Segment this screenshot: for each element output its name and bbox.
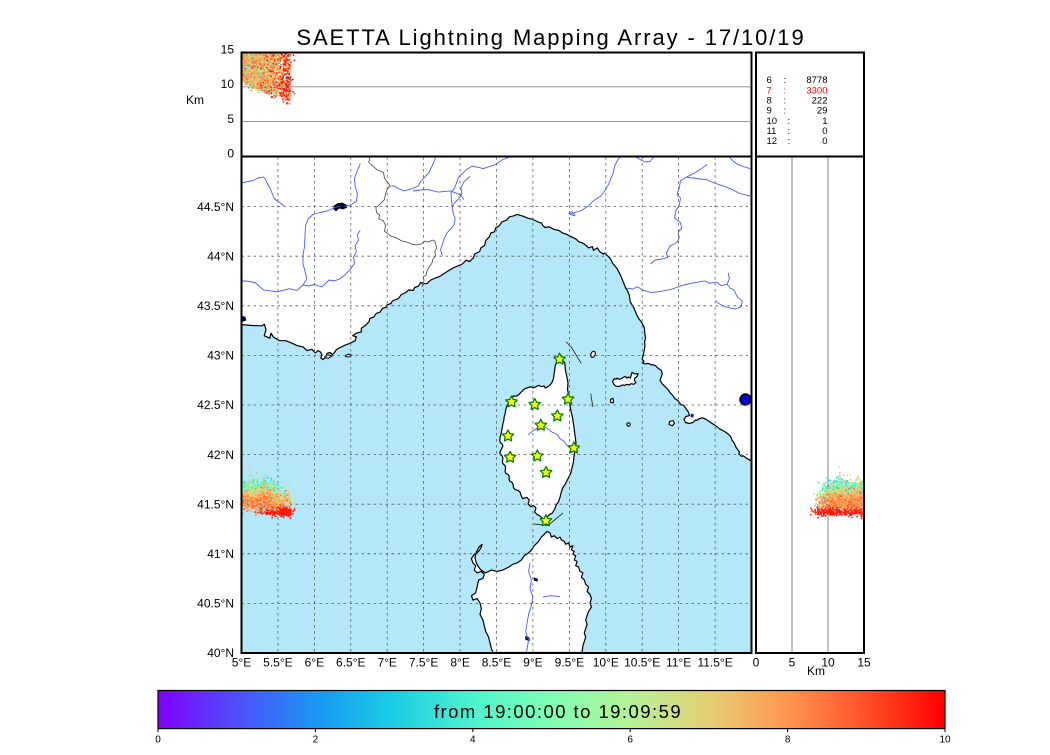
svg-text::: :	[784, 106, 787, 117]
svg-text::: :	[784, 85, 787, 96]
svg-text:0: 0	[155, 735, 161, 746]
svg-text:0: 0	[227, 147, 234, 161]
svg-text:10: 10	[939, 735, 951, 746]
svg-text:0: 0	[822, 136, 827, 147]
svg-text:7°E: 7°E	[377, 656, 396, 670]
svg-text:Km: Km	[807, 664, 825, 678]
svg-text:5: 5	[227, 112, 234, 126]
svg-text:11.5°E: 11.5°E	[697, 656, 732, 670]
svg-text:1: 1	[822, 116, 827, 127]
svg-text:42.5°N: 42.5°N	[197, 398, 234, 412]
svg-text:43.5°N: 43.5°N	[197, 299, 234, 313]
svg-text:29: 29	[817, 106, 828, 117]
svg-text:5: 5	[789, 656, 796, 670]
svg-text:9.5°E: 9.5°E	[555, 656, 584, 670]
svg-text:42°N: 42°N	[207, 448, 234, 462]
svg-text:8.5°E: 8.5°E	[482, 656, 511, 670]
svg-text:10: 10	[221, 77, 235, 91]
svg-text:6: 6	[767, 75, 772, 86]
svg-text:9: 9	[767, 106, 772, 117]
svg-text:222: 222	[812, 96, 828, 107]
svg-text:7: 7	[767, 85, 772, 96]
svg-text:SAETTA Lightning Mapping Array: SAETTA Lightning Mapping Array - 17/10/1…	[296, 25, 805, 50]
svg-text:0: 0	[753, 656, 760, 670]
svg-text:4: 4	[470, 735, 476, 746]
svg-text:7.5°E: 7.5°E	[409, 656, 438, 670]
svg-text::: :	[788, 116, 791, 127]
svg-text:0: 0	[822, 126, 827, 137]
svg-text:10: 10	[767, 116, 778, 127]
svg-text:44°N: 44°N	[207, 249, 234, 263]
svg-text::: :	[784, 75, 787, 86]
svg-text:10°E: 10°E	[593, 656, 619, 670]
svg-text:11°E: 11°E	[666, 656, 691, 670]
svg-text:40.5°N: 40.5°N	[197, 597, 234, 611]
svg-text:10.5°E: 10.5°E	[624, 656, 660, 670]
svg-text:6°E: 6°E	[305, 656, 324, 670]
svg-text:Km: Km	[186, 93, 204, 107]
svg-text:from 19:00:00 to 19:09:59: from 19:00:00 to 19:09:59	[434, 701, 682, 722]
svg-text:8778: 8778	[806, 75, 827, 86]
svg-text:8: 8	[785, 735, 791, 746]
svg-text:6: 6	[627, 735, 633, 746]
svg-text:11: 11	[767, 126, 777, 137]
svg-text:2: 2	[313, 735, 319, 746]
svg-text:44.5°N: 44.5°N	[197, 200, 234, 214]
svg-text:8: 8	[767, 96, 772, 107]
svg-text::: :	[784, 96, 787, 107]
svg-text::: :	[788, 136, 791, 147]
svg-text:9°E: 9°E	[523, 656, 542, 670]
svg-text:15: 15	[221, 43, 235, 57]
svg-text:10: 10	[821, 656, 835, 670]
svg-text:12: 12	[767, 136, 778, 147]
svg-text:43°N: 43°N	[207, 349, 234, 363]
svg-text:41.5°N: 41.5°N	[197, 497, 234, 511]
svg-text:40°N: 40°N	[207, 646, 234, 660]
svg-text:5°E: 5°E	[232, 656, 251, 670]
svg-text:8°E: 8°E	[450, 656, 469, 670]
svg-text:5.5°E: 5.5°E	[263, 656, 292, 670]
svg-text:6.5°E: 6.5°E	[336, 656, 365, 670]
svg-text:15: 15	[857, 656, 871, 670]
svg-text::: :	[788, 126, 791, 137]
svg-text:3300: 3300	[806, 85, 827, 96]
svg-text:41°N: 41°N	[207, 547, 234, 561]
